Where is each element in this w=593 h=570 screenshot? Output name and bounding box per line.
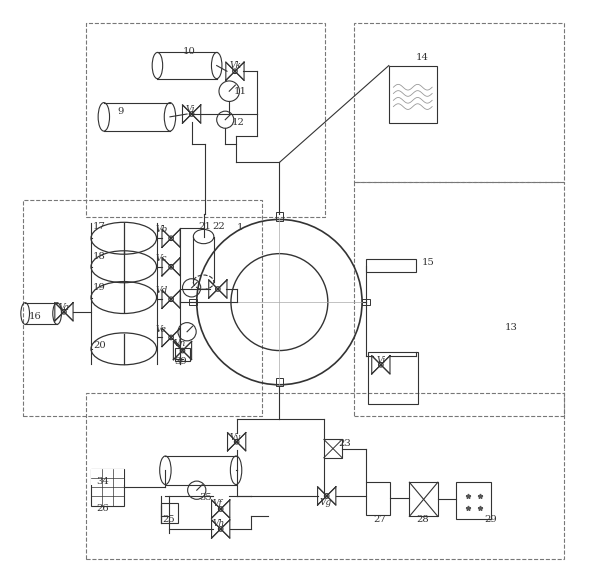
- Circle shape: [218, 527, 223, 531]
- Text: 15: 15: [422, 258, 435, 267]
- Text: 34: 34: [96, 477, 109, 486]
- Text: Vb: Vb: [156, 225, 168, 234]
- Text: 22: 22: [213, 222, 225, 231]
- Circle shape: [324, 494, 329, 498]
- Circle shape: [169, 297, 173, 302]
- Text: 21: 21: [198, 222, 211, 231]
- Text: Vd: Vd: [156, 286, 168, 295]
- Text: 25: 25: [162, 515, 176, 524]
- Text: Vy: Vy: [230, 433, 241, 442]
- Text: 10: 10: [183, 47, 195, 56]
- Text: Vh: Vh: [212, 519, 224, 528]
- Circle shape: [218, 507, 223, 511]
- Text: 12: 12: [232, 118, 245, 127]
- Text: 11: 11: [234, 87, 247, 96]
- Text: Vn: Vn: [174, 339, 186, 348]
- Circle shape: [62, 310, 66, 314]
- Text: Vg: Vg: [319, 498, 331, 507]
- Text: 19: 19: [93, 283, 106, 292]
- Text: 9: 9: [117, 107, 123, 116]
- Text: Vi: Vi: [377, 356, 385, 365]
- Text: 27: 27: [374, 515, 386, 524]
- Text: Vk: Vk: [229, 61, 241, 70]
- Circle shape: [180, 348, 185, 353]
- Text: 28: 28: [416, 515, 429, 524]
- Text: 16: 16: [28, 312, 42, 321]
- Circle shape: [232, 69, 237, 74]
- Text: 14: 14: [416, 52, 429, 62]
- Circle shape: [169, 264, 173, 269]
- Text: 1: 1: [237, 223, 243, 233]
- Text: 18: 18: [93, 252, 106, 261]
- Text: 26: 26: [96, 504, 109, 513]
- FancyBboxPatch shape: [91, 469, 125, 484]
- Text: 35: 35: [200, 492, 212, 502]
- Circle shape: [216, 287, 220, 291]
- Text: Vf: Vf: [212, 499, 222, 508]
- Text: 13: 13: [505, 323, 518, 332]
- Text: 39: 39: [174, 357, 187, 367]
- Circle shape: [378, 363, 383, 367]
- Circle shape: [169, 236, 173, 241]
- Text: Ve: Ve: [156, 325, 167, 334]
- Text: Va: Va: [58, 303, 69, 312]
- Text: 23: 23: [338, 439, 351, 448]
- Circle shape: [234, 439, 239, 444]
- Text: Vc: Vc: [156, 254, 167, 263]
- Text: 17: 17: [93, 222, 106, 231]
- Text: Vj: Vj: [186, 105, 195, 114]
- Circle shape: [169, 335, 173, 340]
- Text: 29: 29: [484, 515, 498, 524]
- Circle shape: [189, 112, 194, 116]
- Text: 20: 20: [93, 341, 106, 351]
